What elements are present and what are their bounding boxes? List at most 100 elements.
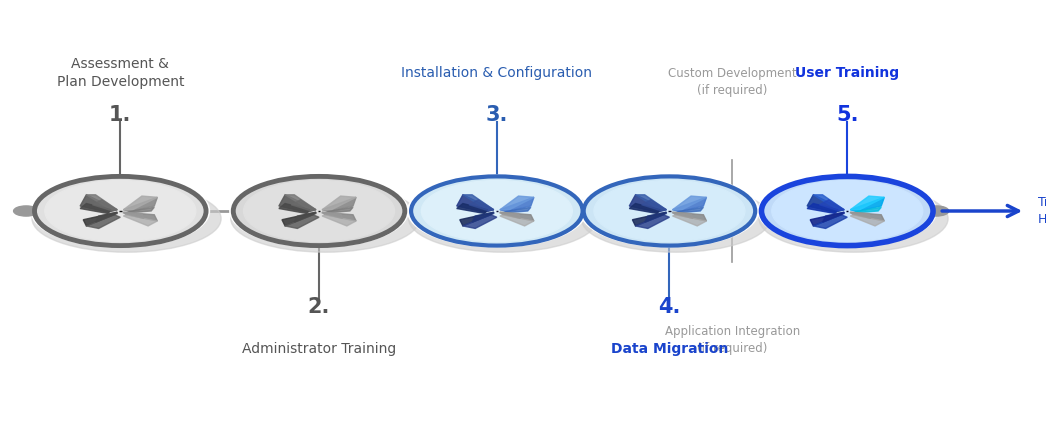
Text: Installation & Configuration: Installation & Configuration bbox=[402, 66, 592, 80]
Polygon shape bbox=[814, 215, 847, 228]
Circle shape bbox=[581, 175, 758, 247]
Polygon shape bbox=[322, 212, 356, 221]
Polygon shape bbox=[850, 212, 884, 221]
Polygon shape bbox=[676, 207, 703, 213]
Polygon shape bbox=[463, 195, 494, 210]
Circle shape bbox=[924, 206, 949, 216]
Circle shape bbox=[408, 175, 586, 247]
Circle shape bbox=[772, 181, 923, 241]
Polygon shape bbox=[325, 207, 353, 213]
Polygon shape bbox=[84, 212, 117, 226]
Circle shape bbox=[35, 176, 206, 246]
Circle shape bbox=[31, 175, 209, 247]
Polygon shape bbox=[673, 212, 692, 219]
Circle shape bbox=[244, 181, 394, 241]
Polygon shape bbox=[500, 212, 520, 219]
Polygon shape bbox=[81, 195, 117, 212]
Text: Administrator Training: Administrator Training bbox=[242, 342, 396, 356]
Text: Assessment &
Plan Development: Assessment & Plan Development bbox=[56, 57, 184, 89]
Text: User Training: User Training bbox=[795, 66, 900, 80]
Polygon shape bbox=[123, 197, 157, 211]
Ellipse shape bbox=[759, 185, 948, 252]
Polygon shape bbox=[286, 215, 319, 228]
Circle shape bbox=[422, 181, 572, 241]
Text: Data Migration: Data Migration bbox=[611, 342, 728, 356]
Polygon shape bbox=[630, 203, 660, 214]
Polygon shape bbox=[644, 212, 666, 222]
Polygon shape bbox=[808, 195, 844, 212]
Polygon shape bbox=[279, 203, 310, 214]
Polygon shape bbox=[279, 195, 316, 212]
Polygon shape bbox=[322, 215, 356, 226]
Polygon shape bbox=[500, 215, 533, 226]
Polygon shape bbox=[322, 196, 356, 210]
Polygon shape bbox=[808, 203, 838, 214]
Polygon shape bbox=[673, 197, 706, 211]
Polygon shape bbox=[469, 200, 494, 211]
Text: 1.: 1. bbox=[109, 105, 132, 125]
Polygon shape bbox=[457, 203, 487, 214]
Ellipse shape bbox=[231, 185, 419, 252]
Ellipse shape bbox=[582, 185, 770, 252]
Polygon shape bbox=[503, 207, 530, 213]
Polygon shape bbox=[814, 195, 844, 210]
Polygon shape bbox=[322, 212, 342, 219]
Circle shape bbox=[584, 176, 755, 246]
Polygon shape bbox=[854, 207, 881, 213]
Polygon shape bbox=[636, 195, 666, 210]
Polygon shape bbox=[286, 195, 316, 210]
Polygon shape bbox=[641, 200, 666, 211]
Text: 5.: 5. bbox=[836, 105, 859, 125]
Polygon shape bbox=[673, 215, 706, 226]
Polygon shape bbox=[322, 197, 356, 211]
Polygon shape bbox=[636, 215, 669, 228]
Polygon shape bbox=[123, 196, 157, 210]
Polygon shape bbox=[457, 195, 494, 212]
Circle shape bbox=[233, 176, 405, 246]
Polygon shape bbox=[81, 203, 111, 214]
Polygon shape bbox=[95, 212, 117, 222]
Text: Custom Development
(if required): Custom Development (if required) bbox=[668, 67, 796, 97]
Polygon shape bbox=[87, 195, 117, 210]
Polygon shape bbox=[811, 212, 844, 226]
Polygon shape bbox=[500, 212, 533, 221]
Polygon shape bbox=[630, 195, 666, 212]
Text: 3.: 3. bbox=[485, 105, 508, 125]
Polygon shape bbox=[850, 197, 884, 211]
Polygon shape bbox=[673, 212, 706, 221]
Circle shape bbox=[14, 206, 39, 216]
Polygon shape bbox=[472, 212, 494, 222]
Polygon shape bbox=[673, 196, 706, 210]
Polygon shape bbox=[123, 215, 157, 226]
Polygon shape bbox=[819, 200, 844, 211]
Polygon shape bbox=[294, 212, 316, 222]
Polygon shape bbox=[123, 212, 143, 219]
Circle shape bbox=[230, 175, 408, 247]
Polygon shape bbox=[460, 212, 494, 226]
Polygon shape bbox=[500, 197, 533, 211]
Polygon shape bbox=[633, 212, 666, 226]
Polygon shape bbox=[850, 212, 870, 219]
Circle shape bbox=[594, 181, 745, 241]
Polygon shape bbox=[822, 212, 844, 222]
Polygon shape bbox=[87, 215, 120, 228]
Circle shape bbox=[761, 176, 933, 246]
Polygon shape bbox=[123, 212, 157, 221]
Circle shape bbox=[758, 175, 936, 247]
Circle shape bbox=[45, 181, 196, 241]
Polygon shape bbox=[850, 196, 884, 210]
Polygon shape bbox=[92, 200, 117, 211]
Ellipse shape bbox=[32, 185, 221, 252]
Polygon shape bbox=[291, 200, 316, 211]
Polygon shape bbox=[282, 212, 316, 226]
Text: Application Integration
(if required): Application Integration (if required) bbox=[664, 325, 800, 355]
Polygon shape bbox=[127, 207, 154, 213]
Ellipse shape bbox=[409, 185, 597, 252]
Circle shape bbox=[411, 176, 583, 246]
Polygon shape bbox=[850, 215, 884, 226]
Text: 4.: 4. bbox=[658, 297, 681, 317]
Text: 2.: 2. bbox=[308, 297, 331, 317]
Polygon shape bbox=[463, 215, 497, 228]
Polygon shape bbox=[500, 196, 533, 210]
Text: Transition to
Helpdesk: Transition to Helpdesk bbox=[1038, 195, 1046, 227]
